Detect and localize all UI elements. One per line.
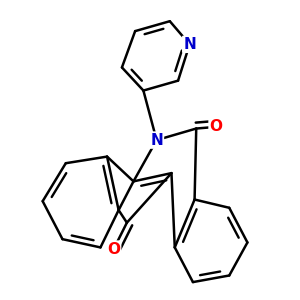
Text: N: N	[150, 133, 163, 148]
Text: O: O	[209, 119, 223, 134]
Text: O: O	[107, 242, 120, 256]
Text: N: N	[183, 37, 196, 52]
